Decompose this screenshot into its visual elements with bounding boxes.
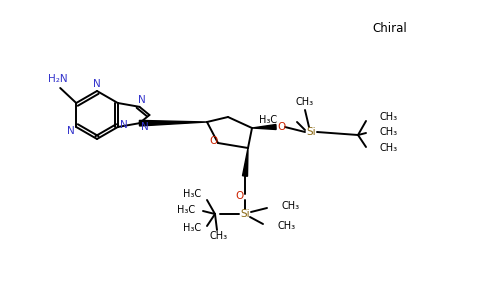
Polygon shape	[242, 148, 248, 176]
Text: Chiral: Chiral	[373, 22, 408, 34]
Text: CH₃: CH₃	[380, 127, 398, 137]
Text: N: N	[140, 122, 148, 132]
Text: CH₃: CH₃	[281, 201, 299, 211]
Text: H₃C: H₃C	[183, 189, 201, 199]
Text: CH₃: CH₃	[380, 112, 398, 122]
Text: N: N	[137, 95, 145, 105]
Polygon shape	[139, 120, 207, 126]
Text: H₃C: H₃C	[183, 223, 201, 233]
Text: CH₃: CH₃	[210, 231, 228, 241]
Text: O: O	[236, 191, 244, 201]
Text: O: O	[278, 122, 286, 132]
Text: H₃C: H₃C	[259, 115, 277, 125]
Text: CH₃: CH₃	[296, 97, 314, 107]
Text: CH₃: CH₃	[277, 221, 295, 231]
Text: CH₃: CH₃	[380, 143, 398, 153]
Text: Si: Si	[240, 209, 250, 219]
Text: N: N	[93, 79, 101, 89]
Text: N: N	[120, 120, 128, 130]
Text: O: O	[209, 136, 217, 146]
Text: H₃C: H₃C	[177, 205, 195, 215]
Text: H₂N: H₂N	[48, 74, 68, 84]
Text: Si: Si	[306, 127, 316, 137]
Text: N: N	[67, 126, 75, 136]
Polygon shape	[252, 124, 276, 130]
